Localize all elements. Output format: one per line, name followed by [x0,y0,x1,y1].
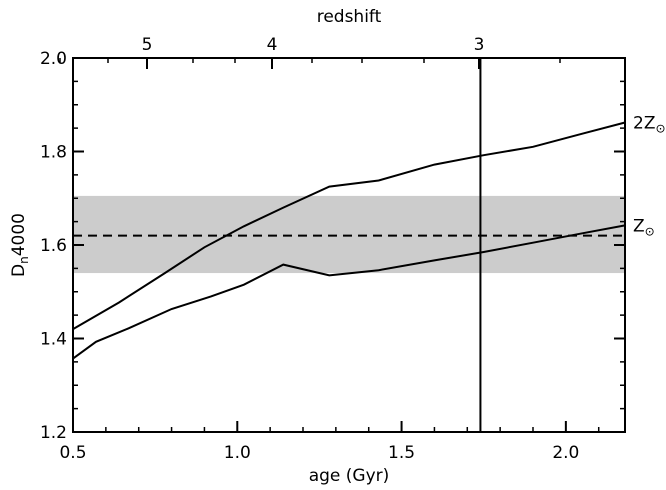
series-line-2 [72,224,626,360]
top-axis-label: redshift [317,7,382,27]
y-tick-label: 1.2 [40,423,67,443]
redshift-tick-label: 5 [142,35,153,55]
x-tick-label: 2.0 [552,443,579,463]
x-axis-label: age (Gyr) [309,466,390,486]
y-tick-label: 2.0 [40,49,67,69]
series-line-1 [72,121,626,330]
x-tick-label: 1.5 [388,443,415,463]
series-label-2: Z⊙ [633,216,655,238]
y-tick-label: 1.8 [40,143,67,163]
y-tick-label: 1.6 [40,236,67,256]
x-tick-label: 0.5 [59,443,86,463]
shaded-band [73,195,625,274]
y-axis-label: Dn4000 [9,213,31,277]
y-tick-label: 1.4 [40,330,67,350]
x-tick-label: 1.0 [224,443,251,463]
redshift-tick-label: 3 [474,35,485,55]
series-label-1: 2Z⊙ [633,114,666,136]
redshift-tick-label: 4 [267,35,278,55]
